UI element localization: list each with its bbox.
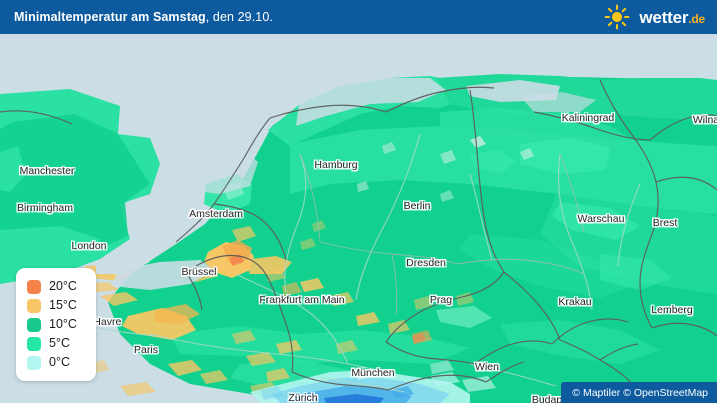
brand-tld: .de xyxy=(688,11,705,26)
temperature-map[interactable]: Manchester Birmingham London Le Havre Pa… xyxy=(0,34,717,403)
legend-item-20: 20°C xyxy=(16,277,96,296)
legend-swatch-20 xyxy=(27,279,41,294)
brand-text: wetter.de xyxy=(639,9,705,26)
wetter-de-logo[interactable]: wetter.de xyxy=(604,4,705,30)
legend-label-15: 15°C xyxy=(49,298,77,313)
legend-item-15: 15°C xyxy=(16,296,96,315)
map-canvas xyxy=(0,34,717,403)
map-attribution[interactable]: © Maptiler © OpenStreetMap xyxy=(561,382,717,403)
page-title-rest: , den 29.10. xyxy=(205,10,273,24)
legend-label-0: 0°C xyxy=(49,355,70,370)
legend-item-5: 5°C xyxy=(16,334,96,353)
attribution-text: © Maptiler © OpenStreetMap xyxy=(572,386,708,399)
legend-item-10: 10°C xyxy=(16,315,96,334)
page-title-bold: Minimaltemperatur am Samstag xyxy=(14,10,206,24)
legend-label-20: 20°C xyxy=(49,279,77,294)
sun-icon xyxy=(604,4,630,30)
legend-swatch-10 xyxy=(27,317,41,332)
legend-swatch-0 xyxy=(27,355,41,370)
legend-swatch-5 xyxy=(27,336,41,351)
header-bar: Minimaltemperatur am Samstag, den 29.10. xyxy=(0,0,717,34)
legend-label-10: 10°C xyxy=(49,317,77,332)
legend-label-5: 5°C xyxy=(49,336,70,351)
brand-name: wetter xyxy=(639,7,689,27)
legend-item-0: 0°C xyxy=(16,353,96,372)
legend-swatch-15 xyxy=(27,298,41,313)
page-title: Minimaltemperatur am Samstag, den 29.10. xyxy=(14,10,273,24)
temperature-legend: 20°C 15°C 10°C 5°C 0°C xyxy=(16,268,96,381)
